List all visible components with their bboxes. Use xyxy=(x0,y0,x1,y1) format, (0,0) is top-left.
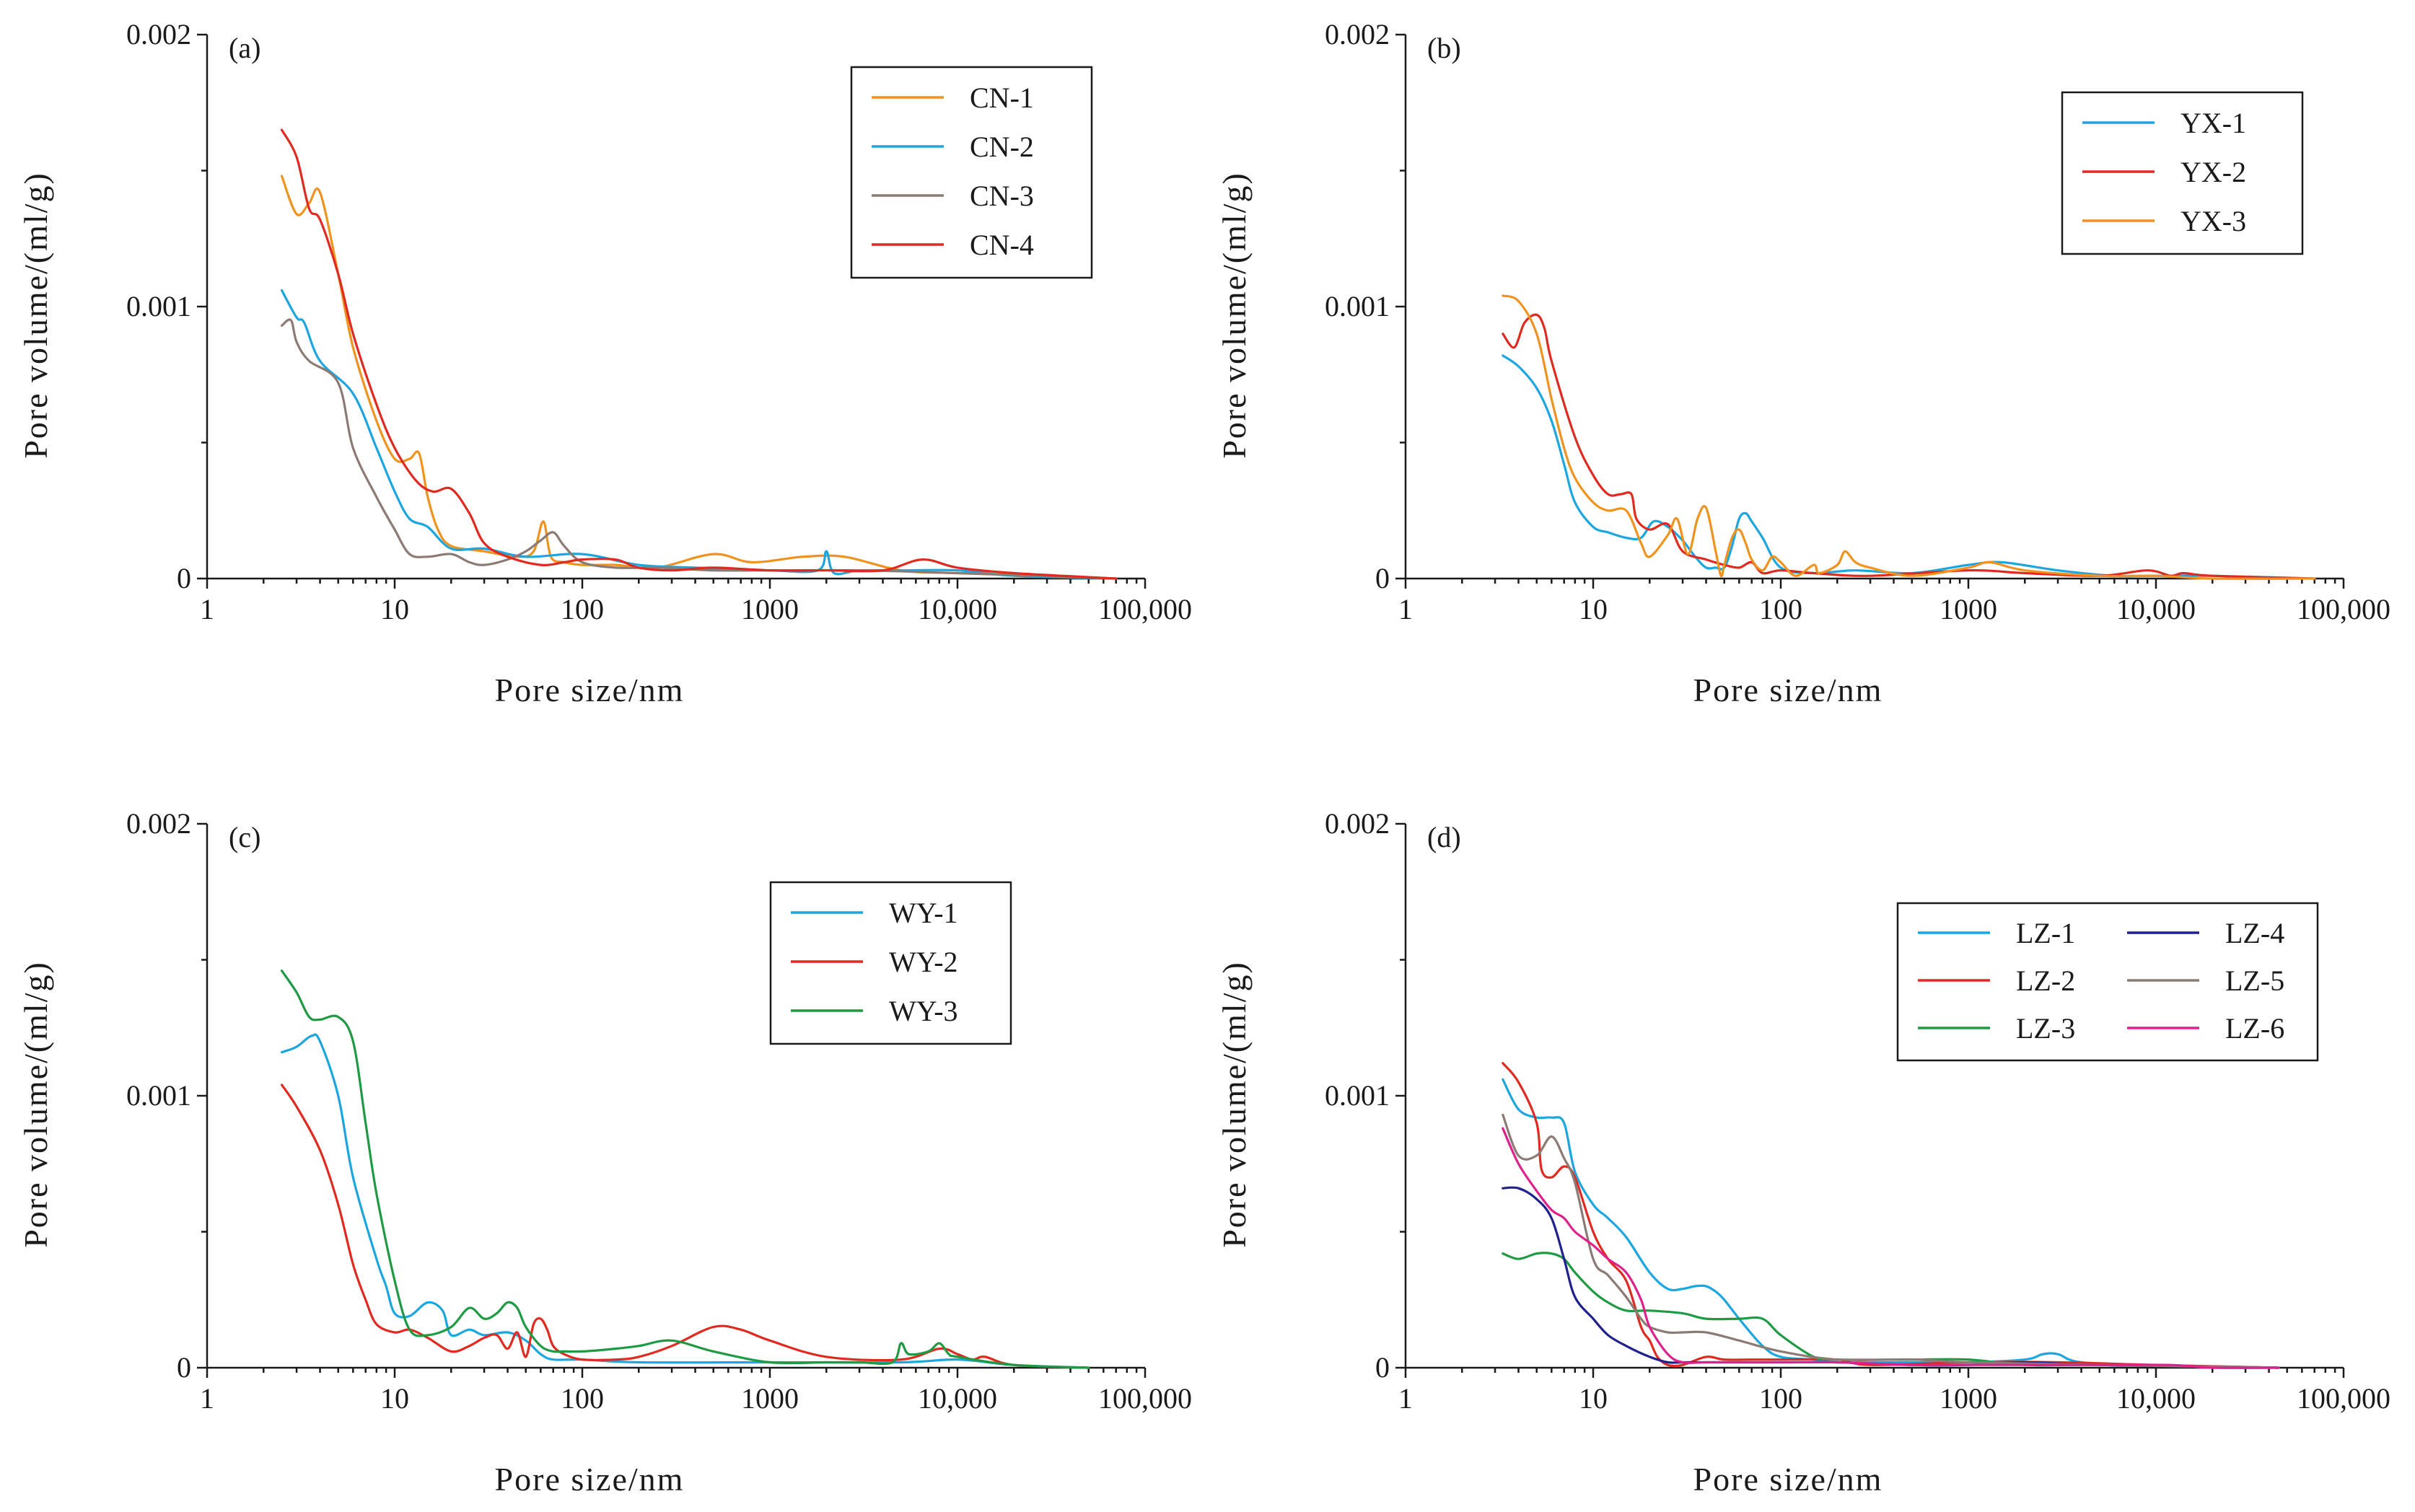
series-line-cn-3 xyxy=(280,318,1118,580)
legend: WY-1 WY-2 WY-3 xyxy=(769,881,1012,1045)
y-tick-label: 0.002 xyxy=(126,18,191,50)
x-axis-title: Pore size/nm xyxy=(1693,672,1883,708)
chart-panel-b: 1 10 100 1000 10,000 100,000 0 0.001 0.002 Pore s… xyxy=(1216,18,2390,708)
legend-label: LZ-5 xyxy=(2225,964,2284,997)
x-tick-label: 10,000 xyxy=(2116,1382,2196,1415)
x-tick-label: 10,000 xyxy=(918,1382,997,1415)
legend-label: WY-2 xyxy=(889,946,958,978)
y-axis-title: Pore volume/(ml/g) xyxy=(17,172,54,459)
legend-label: CN-3 xyxy=(970,180,1034,212)
x-tick-label: 100,000 xyxy=(2297,1382,2390,1415)
legend-label: YX-3 xyxy=(2180,205,2246,237)
legend-label: LZ-3 xyxy=(2016,1012,2075,1045)
series-line-lz-2 xyxy=(1502,1062,2280,1369)
x-tick-label: 1000 xyxy=(1940,1382,1997,1415)
x-tick-label: 1000 xyxy=(741,593,799,625)
x-tick-label: 100,000 xyxy=(1098,1382,1192,1415)
legend-box xyxy=(769,881,1012,1045)
chart-panel-a: 1 10 100 1000 10,000 100,000 0 0.001 0.002 Pore s… xyxy=(17,18,1192,708)
x-tick-label: 10 xyxy=(380,593,409,625)
legend-label: CN-1 xyxy=(970,82,1034,114)
panel-label: (c) xyxy=(229,821,260,853)
x-tick-label: 100 xyxy=(1759,1382,1802,1415)
y-tick-label: 0.001 xyxy=(126,290,191,322)
legend: CN-1 CN-2 CN-3 CN-4 xyxy=(850,66,1093,279)
x-tick-label: 100,000 xyxy=(2297,593,2390,625)
legend-box xyxy=(1896,902,2319,1062)
legend-box xyxy=(2061,91,2304,255)
legend-label: CN-2 xyxy=(970,131,1034,163)
x-axis-title: Pore size/nm xyxy=(495,1461,685,1498)
x-tick-label: 1 xyxy=(200,1382,214,1415)
legend: YX-1 YX-2 YX-3 xyxy=(2061,91,2304,255)
legend-box xyxy=(850,66,1093,279)
chart-panel-c: 1 10 100 1000 10,000 100,000 0 0.001 0.002 Pore s… xyxy=(17,807,1192,1498)
legend-label: WY-1 xyxy=(889,897,958,929)
y-tick-label: 0.001 xyxy=(1325,290,1390,322)
legend-label: LZ-2 xyxy=(2016,964,2075,997)
series-line-yx-3 xyxy=(1502,294,2316,580)
y-tick-label: 0.002 xyxy=(1325,18,1390,50)
panel-label: (d) xyxy=(1427,821,1461,853)
y-axis-title: Pore volume/(ml/g) xyxy=(17,961,54,1248)
y-tick-label: 0 xyxy=(1375,562,1390,594)
legend-label: YX-1 xyxy=(2180,107,2246,139)
x-axis-title: Pore size/nm xyxy=(1693,1461,1883,1498)
panel-label: (b) xyxy=(1427,32,1461,64)
legend-label: LZ-1 xyxy=(2016,917,2075,949)
x-tick-label: 10,000 xyxy=(918,593,997,625)
x-tick-label: 100,000 xyxy=(1098,593,1192,625)
x-tick-label: 10 xyxy=(380,1382,409,1415)
y-tick-label: 0 xyxy=(177,562,191,594)
x-tick-label: 1000 xyxy=(741,1382,799,1415)
legend-label: LZ-6 xyxy=(2225,1012,2284,1045)
y-tick-label: 0.002 xyxy=(1325,807,1390,840)
series-line-wy-2 xyxy=(280,1084,1090,1369)
series-line-lz-4 xyxy=(1502,1186,2280,1369)
y-axis-title: Pore volume/(ml/g) xyxy=(1216,172,1253,459)
y-tick-label: 0.001 xyxy=(126,1079,191,1112)
panel-label: (a) xyxy=(229,32,260,64)
series-line-cn-4 xyxy=(280,128,1118,580)
x-tick-label: 100 xyxy=(1759,593,1802,625)
x-tick-label: 1 xyxy=(200,593,214,625)
y-tick-label: 0.001 xyxy=(1325,1079,1390,1112)
series-line-lz-1 xyxy=(1502,1078,2280,1369)
x-tick-label: 1 xyxy=(1398,593,1413,625)
legend-label: LZ-4 xyxy=(2225,917,2284,949)
x-tick-label: 10,000 xyxy=(2116,593,2196,625)
series-line-lz-6 xyxy=(1502,1127,2280,1369)
chart-panel-d: 1 10 100 1000 10,000 100,000 0 0.001 0.002 Pore s… xyxy=(1216,807,2390,1498)
series-line-lz-5 xyxy=(1502,1113,2280,1369)
series-line-wy-1 xyxy=(280,1033,1090,1369)
y-axis-title: Pore volume/(ml/g) xyxy=(1216,961,1253,1248)
y-tick-label: 0 xyxy=(1375,1351,1390,1384)
series-line-lz-3 xyxy=(1502,1252,2280,1369)
y-tick-label: 0.002 xyxy=(126,807,191,840)
series-line-yx-1 xyxy=(1502,354,2316,580)
series-line-wy-3 xyxy=(280,970,1090,1369)
legend-label: YX-2 xyxy=(2180,156,2246,188)
x-tick-label: 100 xyxy=(561,593,604,625)
legend-label: WY-3 xyxy=(889,995,958,1027)
x-tick-label: 1 xyxy=(1398,1382,1413,1415)
x-tick-label: 10 xyxy=(1579,593,1608,625)
series-line-yx-2 xyxy=(1502,313,2316,580)
x-tick-label: 100 xyxy=(561,1382,604,1415)
legend-label: CN-4 xyxy=(970,229,1034,261)
series-line-cn-1 xyxy=(280,175,1118,580)
x-axis-title: Pore size/nm xyxy=(495,672,685,708)
x-tick-label: 10 xyxy=(1579,1382,1608,1415)
series-line-cn-2 xyxy=(280,289,1118,580)
y-tick-label: 0 xyxy=(177,1351,191,1384)
x-tick-label: 1000 xyxy=(1940,593,1997,625)
legend: LZ-1 LZ-2 LZ-3 LZ-4 LZ-5 LZ-6 xyxy=(1896,902,2319,1062)
